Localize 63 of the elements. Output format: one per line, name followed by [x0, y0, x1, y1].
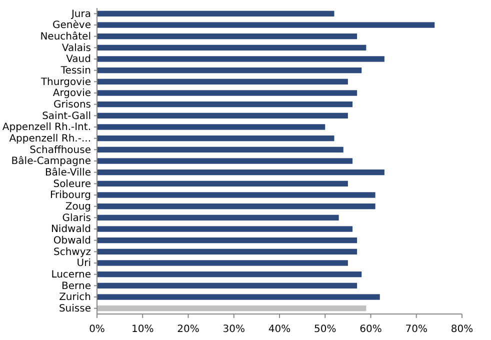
x-tick-label: 60% — [360, 324, 382, 335]
bar — [97, 34, 358, 40]
x-tick-label: 20% — [177, 324, 200, 335]
y-tick-label: Thurgovie — [40, 76, 91, 88]
y-tick-label: Zoug — [65, 202, 91, 213]
y-tick-label: Obwald — [53, 236, 91, 247]
bar — [97, 146, 344, 152]
bar — [97, 56, 384, 62]
bar — [97, 260, 348, 266]
x-tick-label: 0% — [89, 324, 105, 335]
x-tick-label: 30% — [222, 324, 245, 335]
y-tick-label: Grisons — [53, 100, 91, 111]
bar — [97, 90, 358, 96]
y-tick-label: Bâle-Ville — [44, 168, 91, 179]
x-tick-label: 10% — [132, 324, 154, 335]
y-tick-label: Fribourg — [50, 190, 91, 202]
x-tick-label: 70% — [405, 324, 428, 335]
x-tick-label: 50% — [314, 324, 336, 335]
bar — [97, 238, 358, 244]
bar — [97, 10, 334, 16]
bar — [97, 22, 435, 28]
y-tick-label: Vaud — [66, 54, 91, 66]
bar — [97, 248, 358, 254]
y-tick-label: Suisse — [58, 304, 91, 315]
bar — [97, 306, 366, 312]
bar — [97, 282, 358, 288]
y-tick-label: Berne — [62, 280, 91, 292]
bar — [97, 180, 348, 186]
y-tick-label: Soleure — [53, 178, 91, 190]
bar — [97, 158, 352, 164]
x-tick-label: 80% — [450, 324, 474, 335]
bar — [97, 44, 366, 50]
y-tick-label: Schaffhouse — [30, 144, 91, 156]
y-tick-label: Valais — [62, 42, 91, 54]
bar — [97, 226, 352, 232]
y-tick-label: Neuchâtel — [40, 32, 91, 43]
bar — [97, 124, 326, 130]
x-tick-label: 40% — [268, 324, 291, 335]
y-tick-label: Saint-Gall — [42, 110, 91, 122]
bar — [97, 170, 384, 176]
bar — [97, 102, 352, 108]
y-tick-label: Appenzell Rh.-Int. — [2, 122, 91, 134]
bar — [97, 214, 339, 220]
bar — [97, 112, 348, 118]
y-tick-label: Glaris — [62, 212, 91, 224]
y-tick-label: Tessin — [60, 66, 91, 77]
bar — [97, 272, 362, 278]
y-tick-label: Appenzell Rh.-... — [9, 134, 91, 145]
y-tick-label: Genève — [52, 20, 91, 32]
bar — [97, 68, 362, 74]
y-tick-label: Nidwald — [50, 224, 91, 236]
y-tick-label: Schwyz — [53, 246, 91, 258]
bar — [97, 294, 380, 300]
y-tick-label: Uri — [76, 258, 91, 270]
bar — [97, 204, 376, 210]
y-tick-label: Bâle-Campagne — [11, 156, 91, 168]
bar — [97, 192, 376, 198]
y-tick-label: Zurich — [59, 292, 91, 304]
y-tick-label: Lucerne — [51, 270, 91, 281]
bar — [97, 78, 348, 84]
bar — [97, 136, 334, 142]
y-tick-label: Jura — [70, 8, 91, 20]
y-tick-label: Argovie — [52, 88, 91, 100]
